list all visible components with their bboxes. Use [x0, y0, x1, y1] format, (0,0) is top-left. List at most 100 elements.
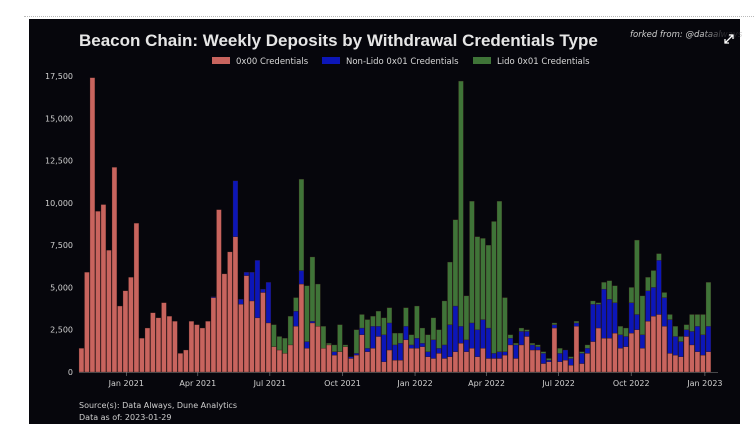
bar-0x00 — [84, 272, 90, 373]
bar-0x00 — [309, 322, 316, 373]
bar-non-lido-0x01 — [491, 353, 497, 359]
bar-0x00 — [601, 338, 607, 373]
bar-lido-0x01 — [320, 326, 327, 349]
bar-non-lido-0x01 — [612, 302, 618, 334]
bar-lido-0x01 — [293, 297, 299, 312]
bar-non-lido-0x01 — [617, 334, 624, 349]
bar-0x00 — [249, 300, 255, 373]
bar-lido-0x01 — [282, 338, 288, 354]
bar-non-lido-0x01 — [540, 353, 547, 364]
bar-non-lido-0x01 — [496, 351, 503, 359]
bar-0x00 — [150, 312, 156, 373]
x-tick-label: Apr 2022 — [468, 379, 505, 388]
bar-0x00 — [639, 348, 646, 373]
bar-lido-0x01 — [606, 280, 613, 300]
bar-lido-0x01 — [480, 238, 486, 320]
bar-0x00 — [535, 349, 541, 373]
bar-lido-0x01 — [353, 329, 360, 354]
bar-lido-0x01 — [612, 285, 618, 303]
bar-0x00 — [656, 314, 662, 373]
bar-0x00 — [100, 204, 107, 373]
bar-lido-0x01 — [546, 358, 552, 361]
bar-0x00 — [282, 353, 288, 373]
x-tick-label: Oct 2021 — [324, 379, 361, 388]
expand-icon[interactable] — [724, 34, 734, 44]
legend-swatch — [212, 57, 230, 64]
bar-0x00 — [375, 336, 382, 373]
bar-0x00 — [562, 360, 569, 373]
bar-0x00 — [667, 353, 673, 373]
bar-lido-0x01 — [518, 327, 525, 332]
bar-0x00 — [414, 348, 420, 373]
bar-non-lido-0x01 — [304, 341, 310, 349]
bar-0x00 — [452, 351, 459, 373]
bar-0x00 — [155, 317, 162, 373]
bar-lido-0x01 — [276, 336, 283, 351]
bar-0x00 — [232, 236, 239, 373]
bar-0x00 — [447, 356, 453, 373]
bar-0x00 — [700, 354, 706, 373]
bar-0x00 — [518, 344, 525, 373]
legend-item-0x00[interactable]: 0x00 Credentials — [212, 57, 309, 67]
bar-non-lido-0x01 — [375, 326, 382, 337]
bar-0x00 — [139, 338, 145, 373]
bar-non-lido-0x01 — [386, 322, 393, 351]
y-tick-label: 17,500 — [45, 72, 73, 81]
bar-0x00 — [276, 349, 283, 373]
bar-0x00 — [117, 305, 123, 373]
bar-0x00 — [540, 363, 547, 373]
bar-0x00 — [557, 361, 563, 373]
bar-0x00 — [342, 346, 349, 373]
bar-0x00 — [474, 356, 481, 373]
legend-label: 0x00 Credentials — [236, 57, 309, 67]
bar-non-lido-0x01 — [683, 329, 690, 337]
bar-non-lido-0x01 — [529, 344, 536, 351]
bar-0x00 — [590, 341, 596, 373]
bar-lido-0x01 — [342, 344, 349, 347]
bar-non-lido-0x01 — [672, 336, 679, 356]
bar-0x00 — [337, 351, 343, 373]
bar-lido-0x01 — [694, 314, 701, 327]
bar-non-lido-0x01 — [480, 319, 486, 349]
bar-non-lido-0x01 — [249, 272, 255, 302]
bar-0x00 — [111, 167, 118, 373]
bar-non-lido-0x01 — [584, 348, 591, 354]
bar-lido-0x01 — [425, 334, 431, 352]
bar-lido-0x01 — [672, 326, 679, 337]
bar-non-lido-0x01 — [364, 348, 371, 352]
bar-lido-0x01 — [331, 344, 338, 352]
legend-item-lido-0x01[interactable]: Lido 0x01 Credentials — [473, 57, 590, 67]
bar-non-lido-0x01 — [518, 331, 525, 346]
legend-label: Lido 0x01 Credentials — [497, 57, 590, 67]
bar-lido-0x01 — [678, 336, 684, 342]
bar-non-lido-0x01 — [667, 319, 673, 354]
bar-lido-0x01 — [381, 317, 387, 335]
bar-0x00 — [573, 326, 580, 373]
bar-0x00 — [458, 343, 464, 373]
bar-0x00 — [199, 327, 206, 373]
bar-0x00 — [227, 251, 233, 373]
x-tick-label: Apr 2021 — [179, 379, 216, 388]
bar-lido-0x01 — [397, 332, 404, 344]
bar-lido-0x01 — [496, 201, 503, 352]
bar-0x00 — [243, 275, 250, 373]
bar-non-lido-0x01 — [573, 322, 580, 327]
bar-lido-0x01 — [271, 324, 277, 347]
bar-non-lido-0x01 — [458, 326, 464, 344]
bar-0x00 — [315, 326, 321, 373]
bar-lido-0x01 — [430, 317, 437, 341]
bar-lido-0x01 — [705, 282, 712, 327]
bar-0x00 — [287, 344, 294, 373]
bar-lido-0x01 — [287, 316, 294, 346]
bar-0x00 — [491, 358, 497, 373]
bar-0x00 — [370, 348, 376, 373]
x-axis: Jan 2021 Apr 2021 Jul 2021 Oct 2021 Jan 2022… — [108, 372, 723, 388]
bar-lido-0x01 — [529, 343, 536, 346]
bar-lido-0x01 — [386, 307, 393, 324]
bar-non-lido-0x01 — [260, 288, 266, 293]
bar-0x00 — [320, 348, 327, 373]
bar-lido-0x01 — [474, 236, 481, 330]
bar-non-lido-0x01 — [298, 270, 305, 285]
legend-item-non-lido-0x01[interactable]: Non-Lido 0x01 Credentials — [322, 57, 459, 67]
bar-non-lido-0x01 — [425, 351, 431, 357]
